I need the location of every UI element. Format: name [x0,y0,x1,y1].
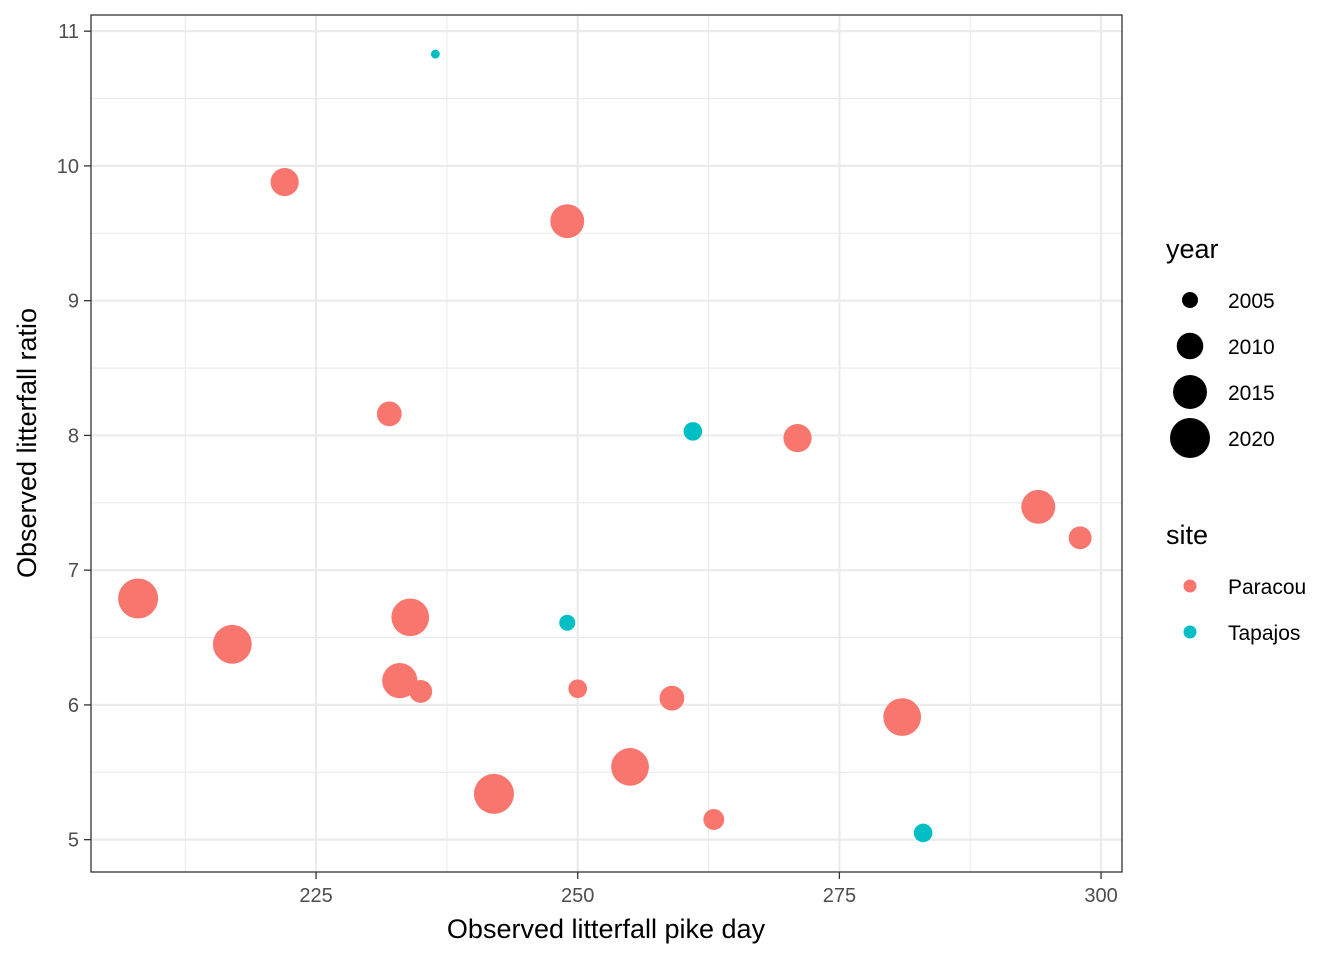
plot-panel-border [90,14,1123,873]
data-point-paracou [883,698,922,736]
color-legend-label: Paracou [1228,576,1306,599]
x-tick-label: 275 [823,885,856,907]
data-point-paracou [568,679,588,699]
size-legend-key [1170,418,1210,458]
data-point-paracou [783,424,812,453]
data-point-tapajos [683,422,703,441]
data-point-paracou [659,685,685,711]
y-tick-label: 6 [68,695,79,717]
x-axis-title: Observed litterfall pike day [447,914,766,944]
size-legend-key [1181,291,1199,309]
data-point-paracou [391,598,430,637]
data-point-paracou [473,773,514,814]
size-legend-label: 2005 [1228,290,1275,313]
color-legend-label: Tapajos [1228,622,1300,645]
size-legend-label: 2015 [1228,382,1275,405]
size-legend-key [1176,332,1204,360]
y-axis: 5 6 7 8 9 10 11 [57,21,91,852]
size-legend-key [1173,375,1207,409]
size-legend: year 2005 2010 2015 2020 [1166,234,1275,458]
y-tick-label: 7 [68,560,79,582]
data-point-paracou [611,748,649,786]
y-tick-label: 10 [57,156,79,178]
y-tick-label: 5 [68,830,79,852]
x-tick-label: 250 [561,885,594,907]
data-point-tapajos [913,823,933,843]
grid [91,15,1122,872]
data-point-paracou [212,624,252,664]
x-tick-label: 300 [1084,885,1117,907]
data-point-paracou [1021,489,1056,524]
color-legend: site Paracou Tapajos [1166,520,1306,645]
y-tick-label: 9 [68,291,79,313]
data-point-paracou [703,809,725,830]
data-point-paracou [382,663,418,699]
data-points [118,49,1092,843]
data-point-tapajos [559,614,576,631]
x-axis: 225 250 275 300 [299,872,1118,907]
data-point-tapajos [430,49,440,59]
y-axis-title: Observed litterfall ratio [12,308,42,578]
color-legend-key [1183,625,1197,639]
data-point-paracou [270,167,299,197]
data-point-paracou [550,204,585,239]
color-legend-key [1183,579,1197,593]
plot-background [91,15,1122,872]
data-point-paracou [1068,526,1092,550]
data-point-paracou [118,578,159,619]
color-legend-title: site [1166,520,1208,550]
size-legend-title: year [1166,234,1219,264]
size-legend-label: 2020 [1228,428,1275,451]
data-point-paracou [409,679,433,703]
size-legend-label: 2010 [1228,336,1275,359]
y-tick-label: 11 [58,21,79,43]
x-tick-label: 225 [299,885,332,907]
data-point-paracou [376,401,402,427]
y-tick-label: 8 [68,425,79,447]
